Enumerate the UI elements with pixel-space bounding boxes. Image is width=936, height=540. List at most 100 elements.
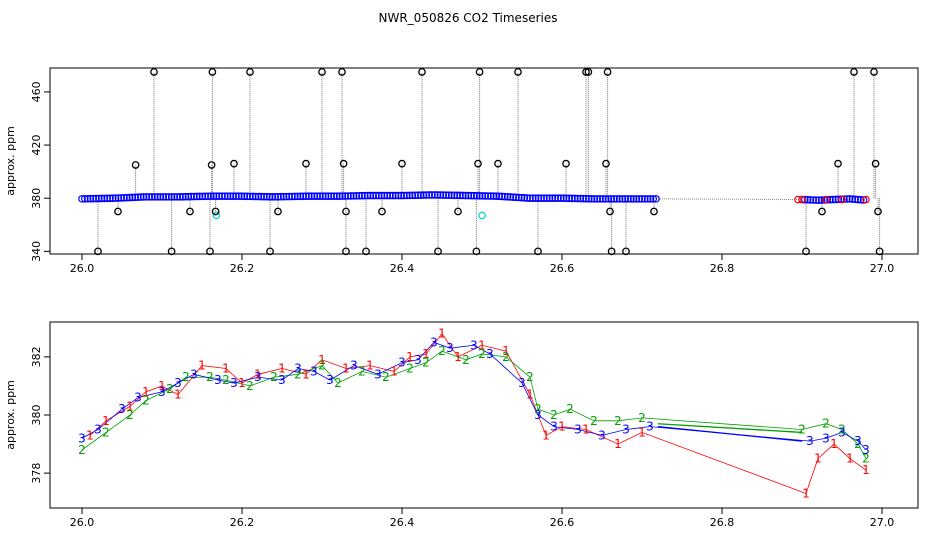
top-baseline-point [584,194,593,203]
bottom-series-3-point: 3 [398,356,406,370]
bottom-series-2-point: 2 [822,417,830,431]
top-baseline-point [128,193,137,202]
top-y-tick-label: 380 [30,188,43,209]
top-baseline-point [215,192,224,201]
top-baseline-point [851,195,860,204]
top-baseline-point [360,191,369,200]
top-outlier-point [850,68,858,76]
top-baseline-point [414,191,422,200]
top-baseline-point [106,194,114,203]
top-baseline-point [83,194,92,203]
top-baseline-point [159,193,168,201]
top-baseline-point [176,193,184,201]
top-baseline-point [643,195,652,203]
top-baseline-point [279,192,288,201]
top-outlier-point [494,159,502,168]
top-baseline-point [237,192,246,201]
top-outlier-point [94,247,102,256]
bottom-series-1-point: 1 [86,428,94,442]
top-outlier-point [606,207,614,216]
top-baseline-point [355,191,364,200]
top-red-point [798,195,806,204]
bottom-series-2-point: 2 [798,423,806,437]
top-baseline-point [167,193,176,201]
bottom-series-2-point: 2 [166,382,174,396]
top-baseline-point [464,191,473,200]
top-baseline-point [400,191,408,200]
top-baseline-point [369,191,378,200]
top-baseline-point [321,192,330,201]
top-baseline-point [100,194,109,203]
top-baseline-point [372,191,380,200]
top-baseline-point [268,193,277,201]
bottom-series-3-point: 3 [430,335,438,349]
bottom-y-tick-label: 378 [30,463,43,484]
top-baseline-point [285,192,294,201]
bottom-series-1-point: 1 [198,359,206,373]
top-baseline-point [559,194,568,203]
top-baseline-point [103,194,112,203]
bottom-x-tick-label: 26.6 [550,516,575,529]
top-baseline-point [209,192,218,201]
top-baseline-point [271,193,280,201]
bottom-series-1-point: 1 [102,414,110,428]
top-x-tick-label: 26.8 [710,262,735,275]
top-baseline-point [290,192,299,201]
top-gap-connector [657,198,803,201]
top-outlier-point [874,207,882,216]
top-baseline-point [809,196,818,204]
top-baseline-point [201,192,210,201]
top-baseline-point [349,192,358,200]
bottom-axes: 26.0 26.2 26.4 26.6 26.8 27.0 378 380 382 [30,346,894,529]
bottom-series-2-point: 2 [838,423,846,437]
bottom-x-tick-label: 26.0 [70,516,95,529]
top-axes: 26.0 26.2 26.4 26.6 26.8 27.0 340 380 420 460 [30,81,894,275]
top-baseline-point [498,192,506,201]
top-baseline-point [845,195,854,203]
top-outlier-point [622,247,630,256]
bottom-series-3-point: 3 [278,373,286,387]
top-baseline-point [388,191,397,200]
top-baseline-point [618,195,627,203]
top-baseline-point [528,194,537,203]
top-baseline-point [509,193,518,201]
bottom-series-3-point: 3 [214,373,222,387]
bottom-series-3-point: 3 [78,431,86,445]
top-baseline-point [484,192,492,200]
bottom-series-2-point: 2 [182,370,190,384]
top-baseline-point [570,194,579,203]
bottom-series-1-point: 1 [526,388,534,402]
top-outlier-point [472,247,481,256]
bottom-series-3-point: 3 [310,364,318,378]
bottom-series-2-point: 2 [862,452,870,466]
top-baseline-point [481,192,490,200]
top-baseline-point [486,192,495,200]
bottom-series-1-point: 1 [238,376,246,390]
bottom-series-1-point: 1 [830,437,838,451]
top-baseline-point [92,194,100,203]
top-baseline-point [526,194,534,203]
top-baseline-point [262,192,271,201]
bottom-series-3-point: 3 [534,408,542,422]
top-baseline-point [162,193,170,201]
bottom-series-1-point: 1 [638,425,646,439]
top-baseline-point [299,192,308,201]
top-baseline-point [604,195,613,203]
top-baseline-point [229,192,238,201]
top-cyan-point [212,211,221,220]
top-baseline-point [223,192,232,201]
top-outlier-point [418,68,426,76]
top-baseline-point [156,193,165,201]
top-outlier-point [266,247,274,256]
top-baseline-point [335,192,344,200]
top-baseline-point [803,195,812,204]
top-baseline-point [95,194,103,203]
top-baseline-point [582,194,590,203]
bottom-series-1-point: 1 [342,362,350,376]
top-baseline-point [453,191,462,200]
bottom-series-1-point: 1 [318,353,326,367]
top-baseline-point [190,192,198,201]
bottom-series-1-point: 1 [158,379,166,393]
